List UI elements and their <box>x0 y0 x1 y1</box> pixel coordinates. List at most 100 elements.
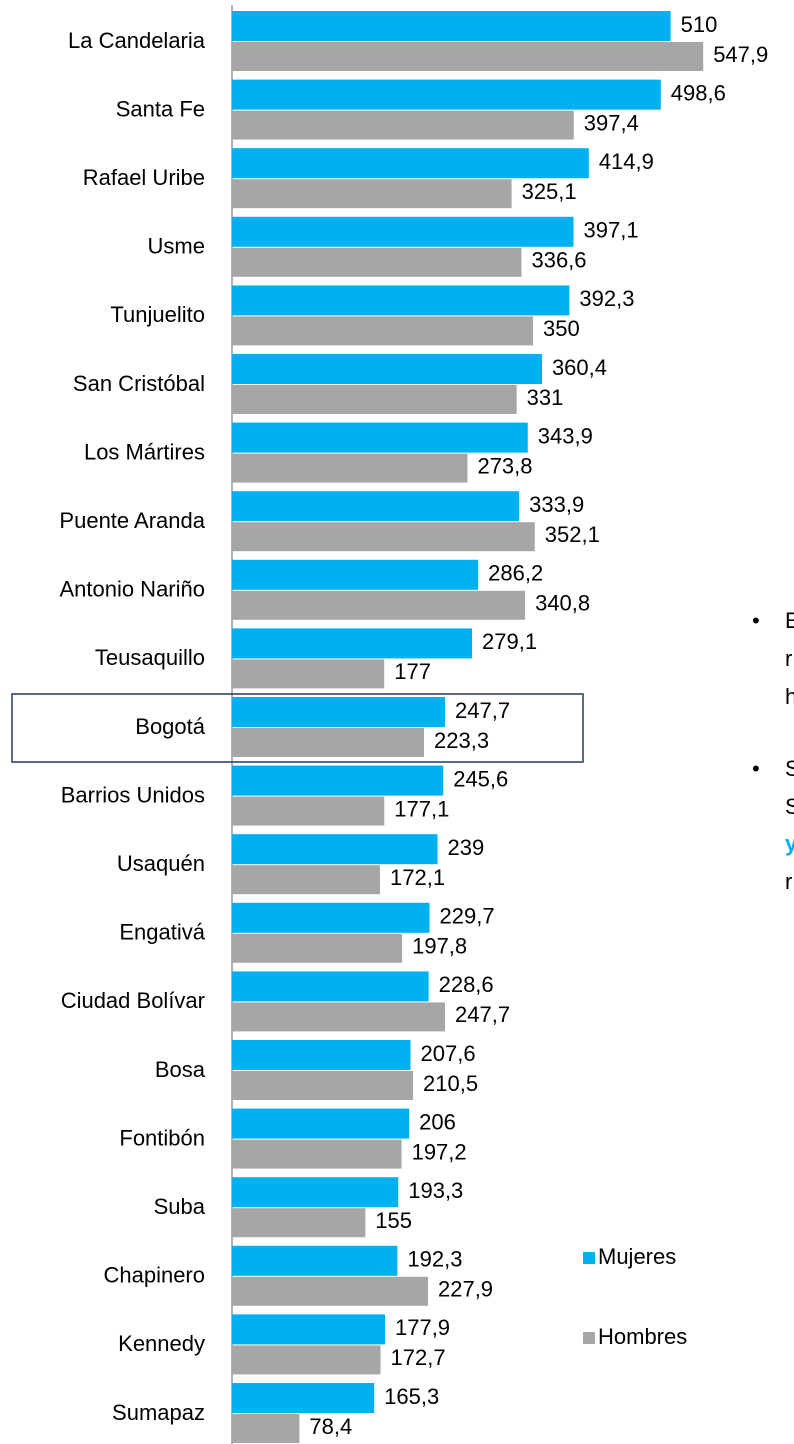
category-label: Bosa <box>155 1057 206 1082</box>
bar <box>232 110 574 140</box>
bar <box>232 247 522 277</box>
value-label: 333,9 <box>529 492 584 517</box>
side-text: S <box>785 794 794 819</box>
value-label: 223,3 <box>434 728 489 753</box>
bar <box>232 834 438 865</box>
category-label: Engativá <box>119 920 205 945</box>
value-label: 177,1 <box>394 796 449 821</box>
value-label: 547,9 <box>713 42 768 67</box>
category-label: La Candelaria <box>68 28 206 53</box>
bar <box>232 1383 375 1413</box>
bar <box>232 11 671 41</box>
category-label: Barrios Unidos <box>61 782 205 807</box>
value-label: 228,6 <box>439 972 494 997</box>
value-label: 155 <box>375 1208 412 1233</box>
value-label: 239 <box>448 835 485 860</box>
value-label: 510 <box>681 12 718 37</box>
value-label: 165,3 <box>384 1384 439 1409</box>
category-label: Tunjuelito <box>110 302 205 327</box>
side-text: r <box>785 869 792 894</box>
bar <box>232 559 479 590</box>
bar <box>232 522 535 552</box>
value-label: 286,2 <box>488 561 543 586</box>
value-label: 360,4 <box>552 355 607 380</box>
bar <box>232 796 385 826</box>
value-label: 206 <box>419 1109 456 1134</box>
value-label: 207,6 <box>421 1041 476 1066</box>
side-text: r <box>785 646 792 671</box>
bullet: • <box>752 756 760 781</box>
bar <box>232 902 430 933</box>
bar <box>232 590 526 620</box>
category-label: Suba <box>154 1194 206 1219</box>
value-label: 350 <box>543 316 580 341</box>
legend-label: Mujeres <box>598 1244 676 1269</box>
category-label: Chapinero <box>103 1263 205 1288</box>
category-label: Los Mártires <box>84 439 205 464</box>
bar <box>232 659 385 689</box>
bar <box>232 933 403 963</box>
value-label: 245,6 <box>453 766 508 791</box>
value-label: 177 <box>394 659 431 684</box>
bar <box>232 697 446 727</box>
side-text: E <box>785 608 794 633</box>
value-label: 172,7 <box>391 1345 446 1370</box>
side-text: S <box>785 756 794 781</box>
value-label: 210,5 <box>423 1071 478 1096</box>
bar <box>232 1414 300 1443</box>
bar <box>232 628 473 659</box>
bar <box>232 354 542 384</box>
category-label: Ciudad Bolívar <box>61 988 205 1013</box>
value-label: 227,9 <box>438 1277 493 1302</box>
value-label: 247,7 <box>455 698 510 723</box>
value-label: 498,6 <box>671 80 726 105</box>
side-text: h <box>785 684 794 709</box>
legend-swatch <box>583 1252 595 1264</box>
value-label: 397,1 <box>584 218 639 243</box>
value-label: 172,1 <box>390 865 445 890</box>
highlight-box <box>11 693 584 763</box>
value-label: 343,9 <box>538 423 593 448</box>
bar <box>232 316 533 346</box>
category-label: Usme <box>148 234 205 259</box>
bar <box>232 1314 385 1345</box>
value-label: 325,1 <box>522 179 577 204</box>
category-label: Usaquén <box>117 851 205 876</box>
bar <box>232 216 574 247</box>
category-label: Fontibón <box>119 1125 205 1150</box>
bar <box>232 285 570 316</box>
bar <box>232 971 429 1002</box>
bar <box>232 1276 428 1306</box>
value-label: 279,1 <box>482 629 537 654</box>
value-label: 192,3 <box>407 1247 462 1272</box>
category-label: Kennedy <box>118 1331 205 1356</box>
value-label: 197,8 <box>412 934 467 959</box>
value-label: 273,8 <box>477 453 532 478</box>
category-label: Rafael Uribe <box>83 165 205 190</box>
bar <box>232 865 381 895</box>
bullet: • <box>752 608 760 633</box>
value-label: 197,2 <box>412 1139 467 1164</box>
legend-swatch <box>583 1332 595 1344</box>
bar <box>232 1108 410 1139</box>
value-label: 331 <box>527 385 564 410</box>
bar <box>232 79 661 110</box>
category-label: Puente Aranda <box>59 508 205 533</box>
bar <box>232 1002 446 1032</box>
value-label: 177,9 <box>395 1315 450 1340</box>
value-label: 78,4 <box>309 1414 352 1439</box>
category-label: Sumapaz <box>112 1400 205 1425</box>
value-label: 352,1 <box>545 522 600 547</box>
category-label: Antonio Nariño <box>59 577 205 602</box>
category-label: Teusaquillo <box>95 645 205 670</box>
value-label: 414,9 <box>599 149 654 174</box>
category-label: Bogotá <box>135 714 205 739</box>
value-label: 397,4 <box>584 110 639 135</box>
bar <box>232 1245 398 1276</box>
value-label: 392,3 <box>579 286 634 311</box>
bar <box>232 179 512 209</box>
value-label: 229,7 <box>440 904 495 929</box>
bar <box>232 765 444 796</box>
bar <box>232 1071 414 1100</box>
